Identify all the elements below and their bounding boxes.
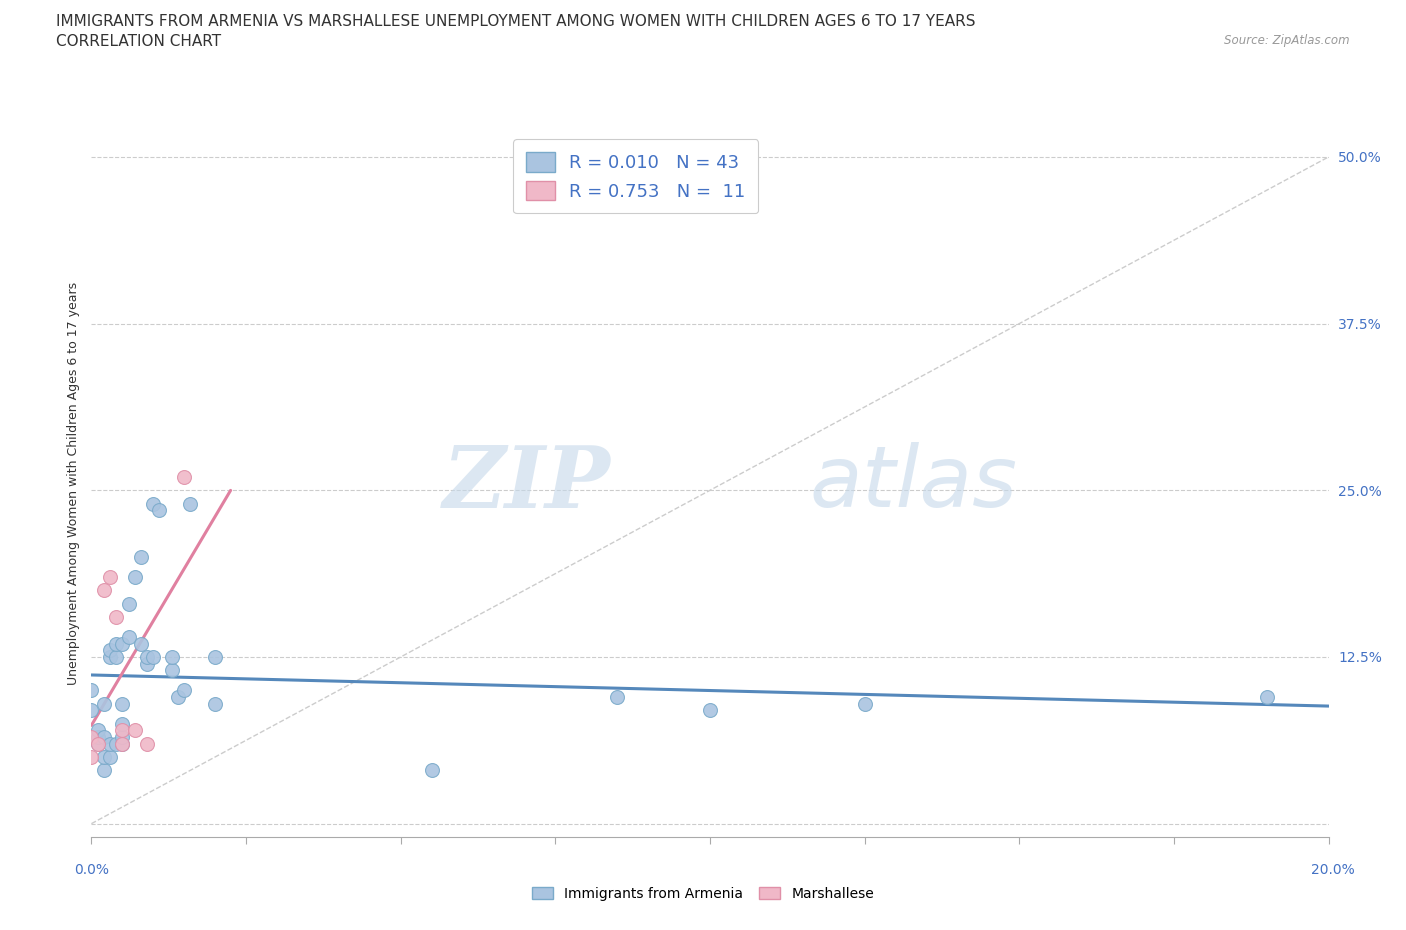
Point (111, 729, 134, 744)
Point (204, 649, 226, 664)
Point (136, 649, 159, 664)
Point (111, 737, 134, 751)
Point (179, 497, 201, 512)
Point (105, 737, 128, 751)
Point (136, 657, 159, 671)
Text: ZIP: ZIP (443, 442, 612, 525)
Text: 0.0%: 0.0% (75, 862, 108, 877)
Point (142, 649, 165, 664)
Point (420, 763, 443, 777)
Text: CORRELATION CHART: CORRELATION CHART (56, 34, 221, 49)
Point (117, 630, 139, 644)
Point (142, 497, 165, 512)
Point (98, 569, 121, 584)
Point (111, 723, 134, 737)
Point (167, 689, 190, 704)
Point (111, 697, 134, 711)
Y-axis label: Unemployment Among Women with Children Ages 6 to 17 years: Unemployment Among Women with Children A… (67, 282, 80, 685)
Text: atlas: atlas (808, 442, 1017, 525)
Point (105, 609, 128, 624)
Point (124, 723, 146, 737)
Point (98, 750, 121, 764)
Text: Source: ZipAtlas.com: Source: ZipAtlas.com (1225, 34, 1350, 47)
Text: IMMIGRANTS FROM ARMENIA VS MARSHALLESE UNEMPLOYMENT AMONG WOMEN WITH CHILDREN AG: IMMIGRANTS FROM ARMENIA VS MARSHALLESE U… (56, 14, 976, 29)
Point (136, 737, 159, 751)
Point (111, 737, 134, 751)
Point (129, 550, 152, 565)
Point (160, 663, 183, 678)
Point (93, 750, 115, 764)
Point (111, 716, 134, 731)
Point (148, 503, 170, 518)
Point (117, 596, 139, 611)
Point (853, 697, 876, 711)
Point (111, 636, 134, 651)
Point (80, 703, 103, 718)
Point (86, 737, 108, 751)
Point (699, 703, 721, 718)
Point (80, 729, 103, 744)
Point (173, 470, 195, 485)
Point (1256, 689, 1278, 704)
Point (606, 689, 628, 704)
Legend: Immigrants from Armenia, Marshallese: Immigrants from Armenia, Marshallese (526, 882, 880, 907)
Text: 20.0%: 20.0% (1310, 862, 1355, 877)
Point (86, 723, 108, 737)
Point (98, 737, 121, 751)
Point (86, 737, 108, 751)
Point (93, 729, 115, 744)
Point (80, 750, 103, 764)
Point (93, 697, 115, 711)
Point (204, 697, 226, 711)
Point (86, 729, 108, 744)
Point (93, 763, 115, 777)
Point (173, 683, 195, 698)
Point (93, 583, 115, 598)
Point (98, 643, 121, 658)
Point (124, 569, 146, 584)
Point (80, 683, 103, 698)
Legend: R = 0.010   N = 43, R = 0.753   N =  11: R = 0.010 N = 43, R = 0.753 N = 11 (513, 140, 758, 213)
Point (98, 649, 121, 664)
Point (105, 636, 128, 651)
Point (160, 649, 183, 664)
Point (105, 649, 128, 664)
Point (129, 636, 152, 651)
